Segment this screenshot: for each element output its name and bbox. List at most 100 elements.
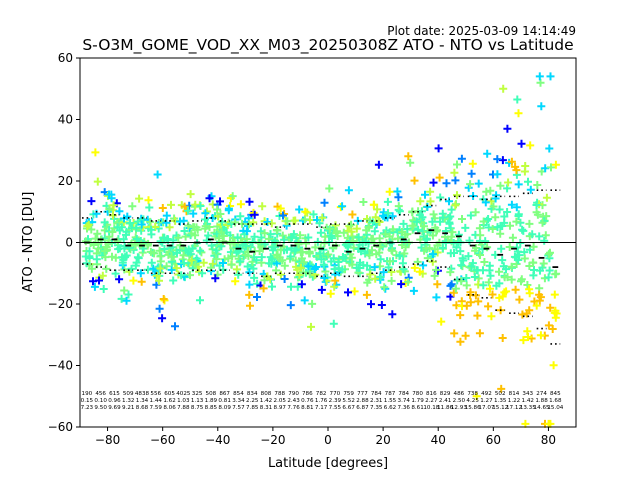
scatter-point xyxy=(155,304,164,313)
bin-count-label: 854 xyxy=(233,391,244,397)
scatter-point xyxy=(487,197,496,206)
y-axis-label: ATO - NTO [DU] xyxy=(21,192,36,293)
scatter-point xyxy=(375,234,384,243)
bin-count-label: 343 xyxy=(522,391,533,397)
scatter-point xyxy=(462,281,471,290)
scatter-point xyxy=(445,197,453,206)
scatter-point xyxy=(242,227,251,236)
scatter-point xyxy=(219,232,228,240)
scatter-point xyxy=(309,210,318,219)
bin-count-label: 605 xyxy=(164,391,175,397)
scatter-point xyxy=(459,256,468,265)
scatter-point xyxy=(456,311,465,320)
bin-rms-label: 15.86 xyxy=(465,405,481,411)
scatter-point xyxy=(186,271,194,280)
scatter-point xyxy=(331,276,340,285)
scatter-point xyxy=(267,219,276,228)
bin-rms-label: 7.23 xyxy=(81,405,94,411)
bin-count-label: 509 xyxy=(123,391,134,397)
scatter-point xyxy=(535,296,544,305)
scatter-point xyxy=(370,227,379,236)
bin-rms-label: 7.76 xyxy=(287,405,300,411)
scatter-point xyxy=(180,227,189,235)
scatter-point xyxy=(93,229,102,238)
scatter-point xyxy=(481,237,490,246)
scatter-point xyxy=(371,213,380,222)
scatter-point xyxy=(506,221,514,230)
scatter-point xyxy=(325,224,334,233)
bin-rms-label: 17.07 xyxy=(478,405,494,411)
scatter-point xyxy=(533,210,542,219)
scatter-point xyxy=(188,244,197,253)
bin-rms-label: 7.85 xyxy=(246,405,259,411)
scatter-point xyxy=(302,239,310,248)
scatter-point xyxy=(250,210,259,219)
scatter-point xyxy=(91,148,100,157)
scatter-point xyxy=(304,262,313,271)
bin-rms-label: 7.88 xyxy=(177,405,190,411)
scatter-point xyxy=(426,187,435,196)
scatter-point xyxy=(446,281,455,290)
scatter-point xyxy=(385,187,394,196)
scatter-point xyxy=(347,227,356,236)
scatter-point xyxy=(367,234,376,243)
scatter-point xyxy=(317,285,326,294)
scatter-point xyxy=(312,263,320,271)
scatter-point xyxy=(179,259,188,268)
scatter-point xyxy=(375,218,384,226)
bin-rms-label: 8.85 xyxy=(205,405,218,411)
scatter-point xyxy=(496,181,505,190)
scatter-point xyxy=(473,311,482,320)
scatter-point xyxy=(545,266,554,275)
scatter-point xyxy=(421,190,429,199)
scatter-point xyxy=(165,223,174,232)
bin-rms-label: 15.04 xyxy=(547,405,563,411)
scatter-point xyxy=(124,290,133,299)
scatter-point xyxy=(304,233,313,242)
scatter-point xyxy=(551,313,560,322)
scatter-point xyxy=(453,160,461,169)
scatter-point xyxy=(394,193,403,202)
scatter-point xyxy=(276,204,285,213)
scatter-point xyxy=(484,215,493,223)
scatter-point xyxy=(245,268,254,277)
scatter-point xyxy=(198,269,207,278)
bin-count-label: 325 xyxy=(192,391,203,397)
scatter-point xyxy=(252,256,261,265)
scatter-point xyxy=(502,287,511,296)
scatter-point xyxy=(450,249,458,257)
scatter-point xyxy=(399,219,408,228)
scatter-point xyxy=(374,160,383,169)
scatter-point xyxy=(105,190,113,199)
scatter-point xyxy=(160,234,169,243)
scatter-point xyxy=(474,297,483,306)
scatter-point xyxy=(228,252,237,261)
scatter-point xyxy=(361,249,370,258)
scatter-point xyxy=(115,207,124,216)
scatter-point xyxy=(135,194,144,203)
scatter-point xyxy=(349,243,358,252)
bin-std-label: 1.35 xyxy=(494,398,507,404)
bin-rms-label: 6.87 xyxy=(356,405,369,411)
scatter-point xyxy=(338,202,347,211)
scatter-point xyxy=(324,250,333,259)
scatter-point xyxy=(199,258,208,267)
bin-rms-label: 7.35 xyxy=(370,405,383,411)
scatter-point xyxy=(244,251,253,260)
scatter-point xyxy=(234,270,243,279)
scatter-point xyxy=(457,261,466,270)
bin-count-label: 867 xyxy=(219,391,230,397)
bin-rms-label: 12.93 xyxy=(451,405,467,411)
scatter-point xyxy=(191,200,200,209)
bin-count-label: 556 xyxy=(150,391,161,397)
bin-std-label: 2.27 xyxy=(425,398,438,404)
x-tick-label: 0 xyxy=(324,433,332,447)
scatter-point xyxy=(367,300,375,309)
scatter-point xyxy=(83,222,92,231)
scatter-point xyxy=(196,246,205,255)
scatter-point xyxy=(113,237,122,246)
scatter-point xyxy=(484,223,493,232)
scatter-point xyxy=(409,286,418,295)
scatter-point xyxy=(201,209,210,218)
scatter-point xyxy=(322,252,331,261)
